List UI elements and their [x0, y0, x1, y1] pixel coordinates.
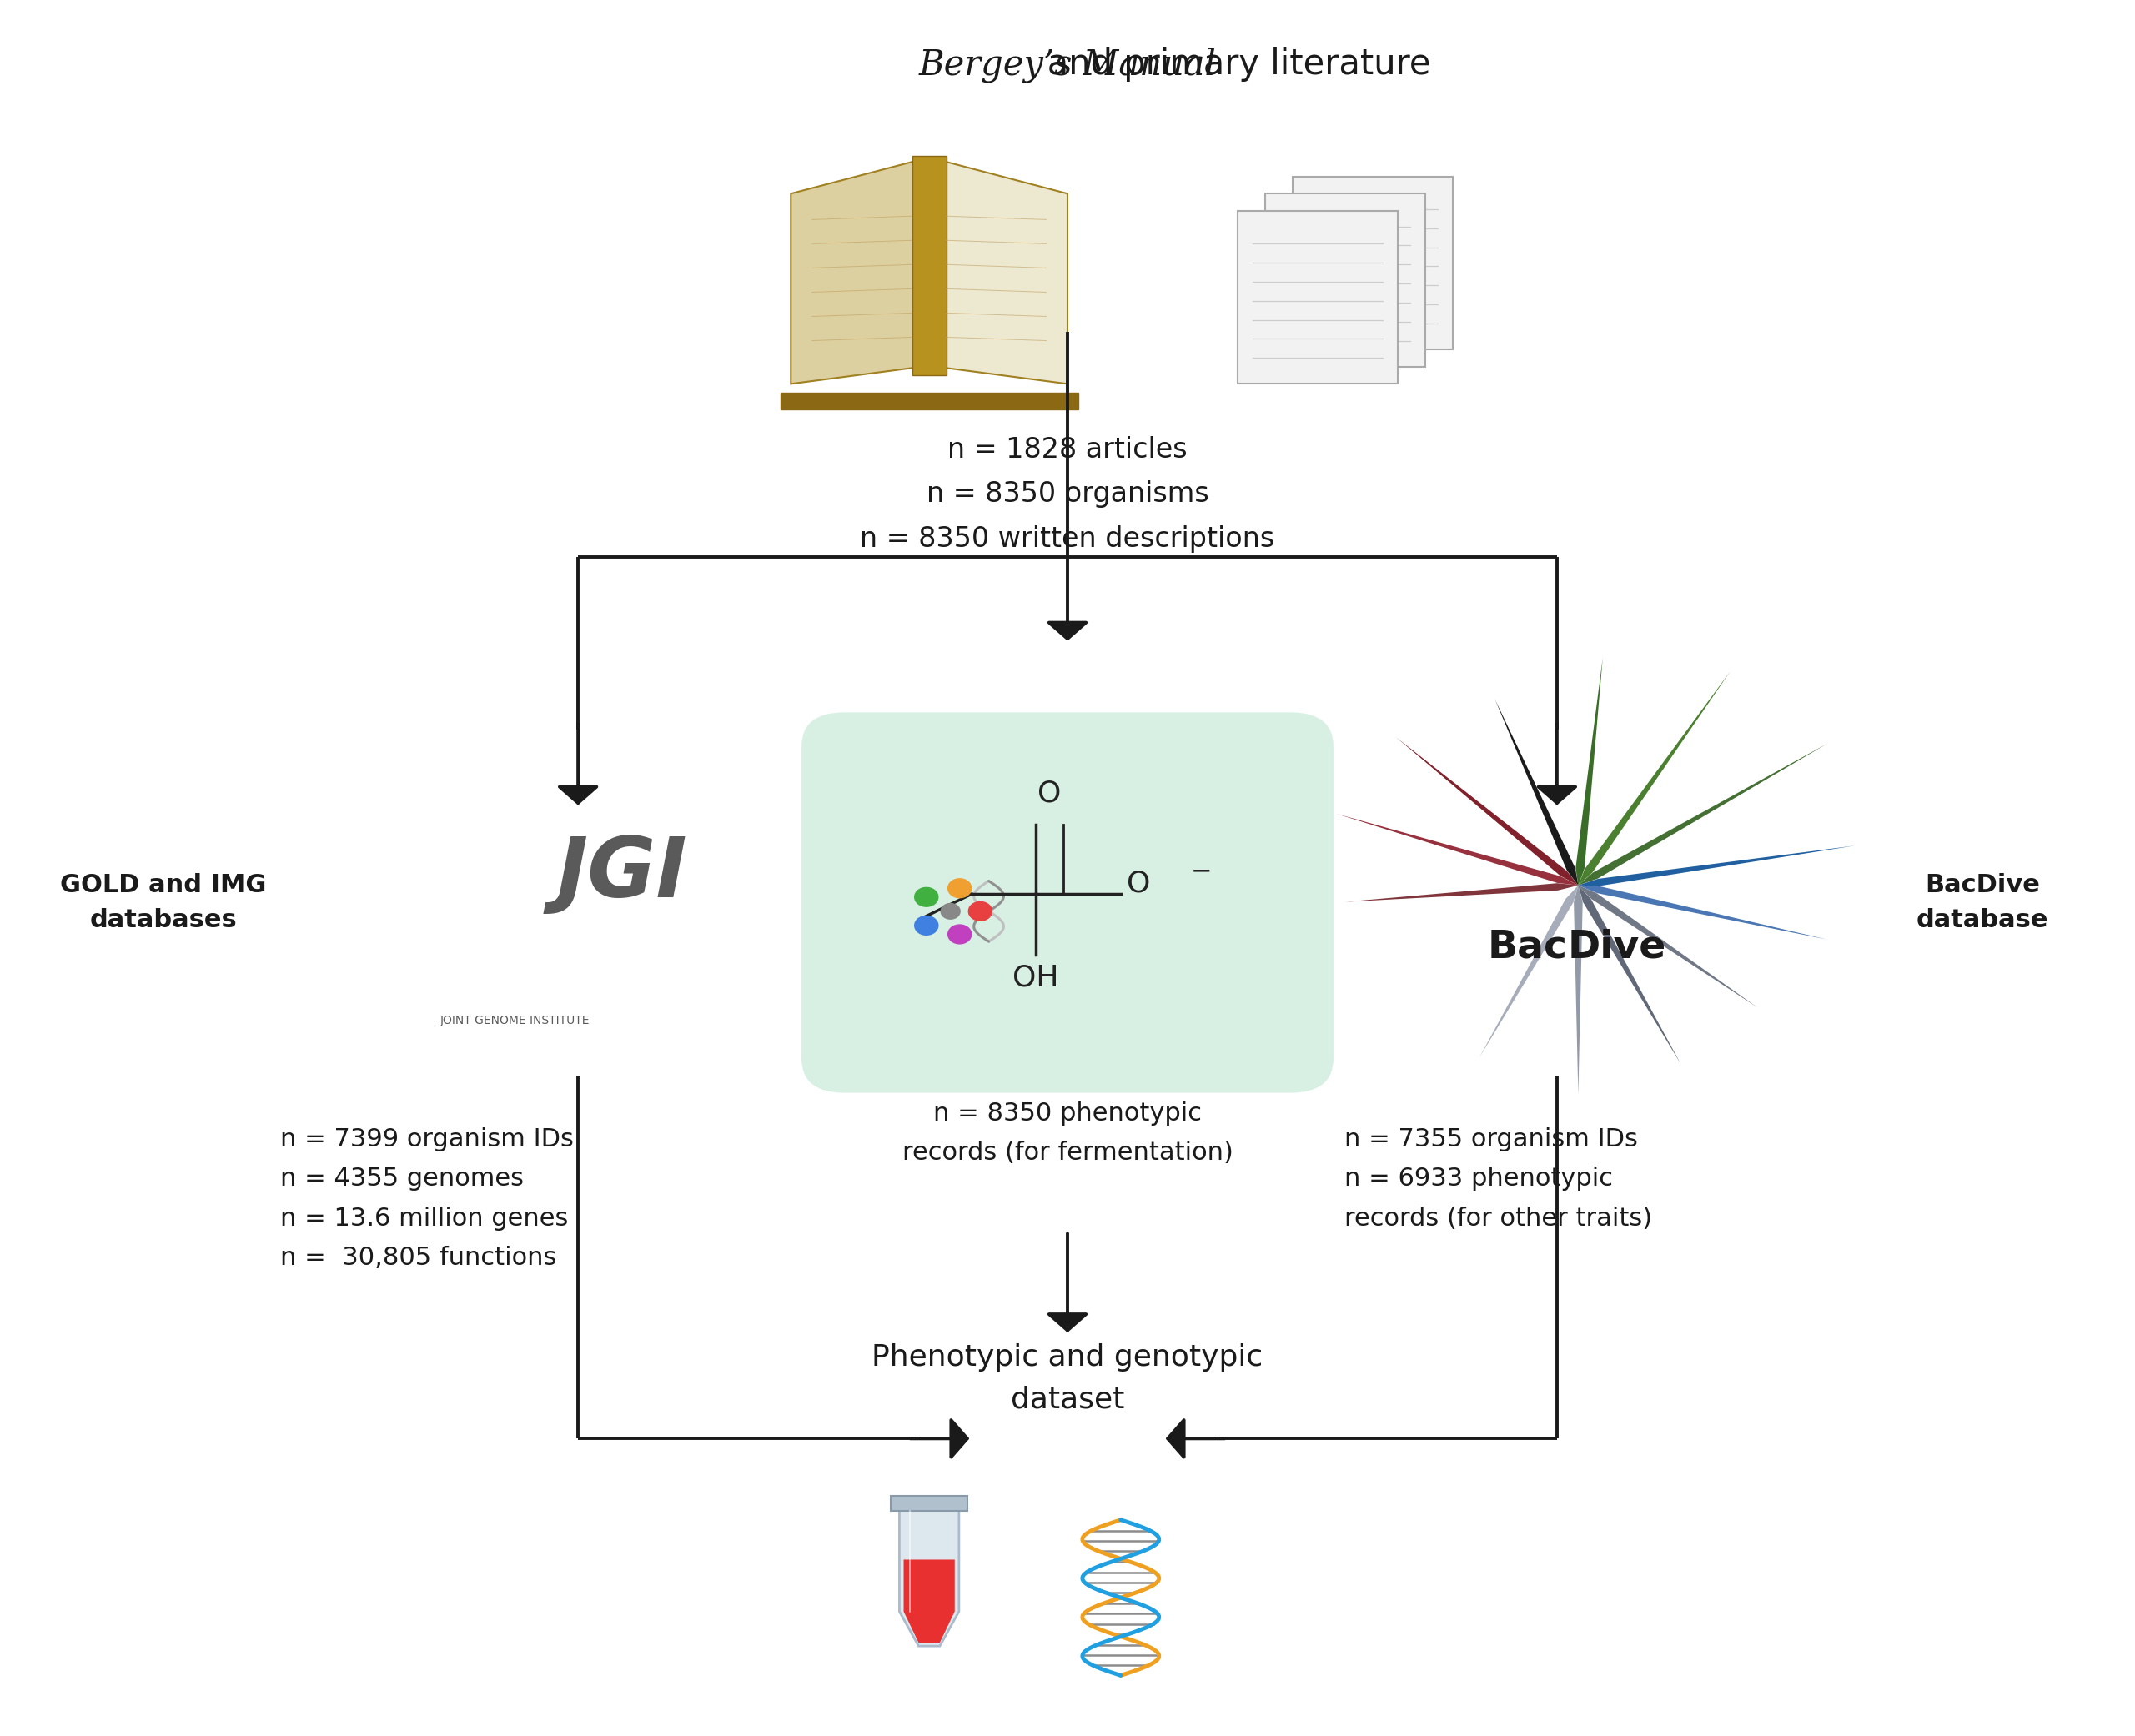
Polygon shape	[1345, 884, 1578, 903]
Polygon shape	[935, 160, 1068, 384]
Text: O: O	[1038, 779, 1061, 807]
Polygon shape	[1578, 845, 1855, 885]
Polygon shape	[1578, 743, 1828, 885]
Polygon shape	[1494, 700, 1578, 885]
Polygon shape	[903, 1559, 954, 1642]
Text: O: O	[1127, 870, 1151, 898]
Text: BacDive
database: BacDive database	[1917, 873, 2050, 932]
Circle shape	[914, 887, 937, 906]
Text: n = 1828 articles
n = 8350 organisms
n = 8350 written descriptions: n = 1828 articles n = 8350 organisms n =…	[860, 436, 1275, 554]
FancyBboxPatch shape	[890, 1496, 967, 1512]
Polygon shape	[1576, 658, 1603, 885]
Text: n = 7355 organism IDs
n = 6933 phenotypic
records (for other traits): n = 7355 organism IDs n = 6933 phenotypi…	[1345, 1127, 1652, 1231]
Polygon shape	[1573, 885, 1582, 1094]
Circle shape	[942, 903, 961, 918]
Polygon shape	[790, 160, 922, 384]
Circle shape	[948, 925, 971, 944]
Text: and primary literature: and primary literature	[705, 47, 1430, 82]
Text: Phenotypic and genotypic
dataset: Phenotypic and genotypic dataset	[871, 1344, 1264, 1413]
Polygon shape	[1578, 885, 1757, 1007]
Polygon shape	[1396, 738, 1578, 885]
Text: Dive: Dive	[1567, 929, 1665, 965]
Polygon shape	[1578, 885, 1828, 939]
Circle shape	[948, 878, 971, 898]
Text: −: −	[1191, 859, 1213, 884]
Polygon shape	[779, 392, 1078, 410]
Polygon shape	[1578, 885, 1680, 1064]
Text: GOLD and IMG
databases: GOLD and IMG databases	[60, 873, 267, 932]
Text: Bergey’s Manual: Bergey’s Manual	[918, 47, 1217, 82]
Text: n = 7399 organism IDs
n = 4355 genomes
n = 13.6 million genes
n =  30,805 functi: n = 7399 organism IDs n = 4355 genomes n…	[280, 1127, 574, 1271]
Circle shape	[969, 901, 993, 920]
Text: JOINT GENOME INSTITUTE: JOINT GENOME INSTITUTE	[440, 1016, 589, 1026]
Text: JGI: JGI	[557, 833, 687, 915]
Polygon shape	[1480, 885, 1578, 1057]
Polygon shape	[899, 1509, 959, 1646]
FancyBboxPatch shape	[1294, 177, 1452, 349]
Polygon shape	[1578, 672, 1729, 885]
Polygon shape	[912, 156, 946, 375]
Circle shape	[914, 917, 937, 936]
Text: OH: OH	[1012, 963, 1059, 991]
Text: n = 8350 phenotypic
records (for fermentation): n = 8350 phenotypic records (for ferment…	[901, 1101, 1234, 1165]
Polygon shape	[1337, 814, 1578, 885]
FancyBboxPatch shape	[1238, 212, 1396, 384]
Text: Bac: Bac	[1488, 929, 1567, 965]
FancyBboxPatch shape	[1266, 194, 1424, 366]
FancyBboxPatch shape	[801, 712, 1334, 1092]
